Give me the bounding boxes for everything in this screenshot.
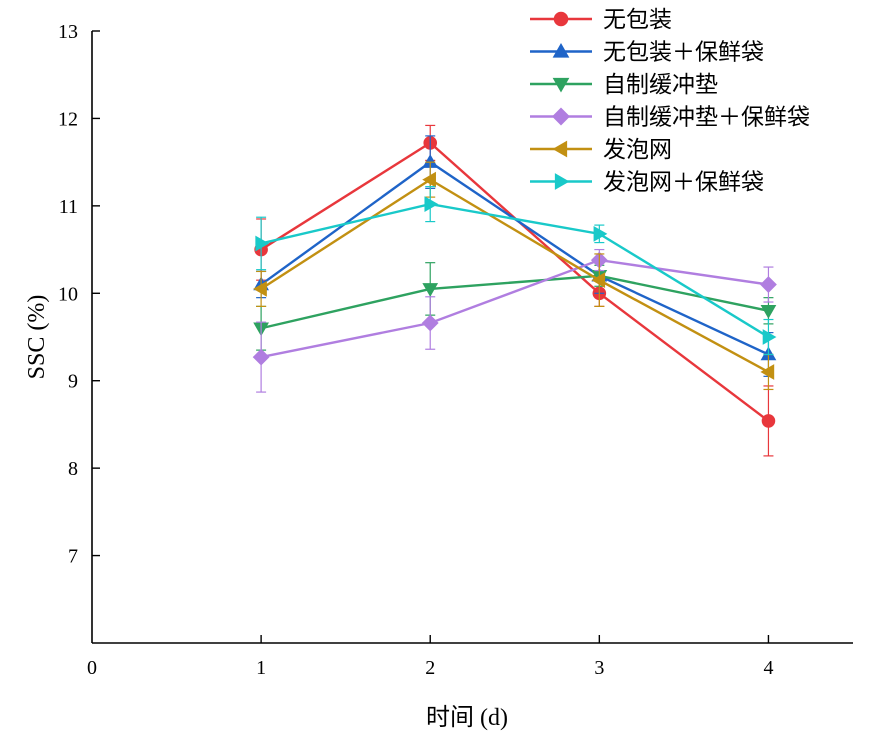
legend-entry-5: 发泡网: [530, 137, 672, 163]
data-point: [760, 276, 777, 293]
data-point: [422, 171, 436, 188]
y-tick-label: 11: [59, 196, 78, 218]
legend-marker: [553, 11, 569, 27]
x-tick-label: 2: [425, 657, 435, 679]
data-point: [761, 414, 776, 428]
legend-label: 无包装＋保鲜袋: [603, 40, 764, 66]
data-point: [591, 272, 606, 289]
legend-entry-3: 自制缓冲垫: [530, 72, 718, 98]
y-tick-label: 9: [68, 371, 78, 393]
data-point: [421, 314, 439, 332]
data-point: [422, 283, 439, 297]
series-4: [252, 248, 777, 393]
legend-label: 无包装: [603, 7, 672, 33]
data-point: [253, 281, 267, 297]
legend-entry-1: 无包装: [530, 7, 672, 33]
y-tick-label: 13: [58, 21, 78, 43]
legend-marker: [552, 140, 568, 158]
data-point: [760, 364, 775, 380]
y-axis-title: SSC (%): [24, 295, 50, 380]
x-tick-label: 4: [763, 657, 773, 679]
series-5: [253, 161, 775, 391]
series-line: [260, 274, 769, 330]
legend-label: 发泡网: [603, 137, 672, 163]
x-axis-title: 时间 (d): [426, 704, 508, 731]
legend-label: 发泡网＋保鲜袋: [603, 170, 764, 196]
y-tick-label: 7: [68, 546, 78, 568]
series-6: [255, 186, 777, 356]
legend-marker: [552, 42, 570, 58]
series-3: [253, 262, 777, 351]
legend-marker: [552, 107, 570, 126]
legend-marker: [554, 173, 570, 190]
data-point: [255, 235, 270, 252]
series-line: [260, 202, 770, 339]
series-line: [260, 258, 769, 359]
legend-label: 自制缓冲垫: [603, 72, 718, 98]
data-point: [762, 329, 777, 345]
data-point: [760, 305, 777, 319]
y-tick-label: 10: [58, 283, 78, 305]
data-point: [252, 348, 270, 366]
legend-marker: [552, 77, 570, 93]
x-tick-label: 0: [87, 657, 97, 679]
x-tick-label: 3: [594, 657, 604, 679]
y-tick-label: 12: [58, 108, 78, 130]
x-tick-label: 1: [256, 657, 266, 679]
data-point: [424, 196, 439, 212]
data-point: [593, 225, 608, 242]
legend-label: 自制缓冲垫＋保鲜袋: [603, 105, 810, 131]
plot-area: [252, 124, 777, 457]
series-line: [260, 178, 770, 374]
legend-entry-4: 自制缓冲垫＋保鲜袋: [530, 105, 810, 131]
legend-entry-6: 发泡网＋保鲜袋: [530, 170, 764, 196]
legend-entry-2: 无包装＋保鲜袋: [530, 40, 764, 66]
y-tick-label: 8: [68, 458, 78, 480]
